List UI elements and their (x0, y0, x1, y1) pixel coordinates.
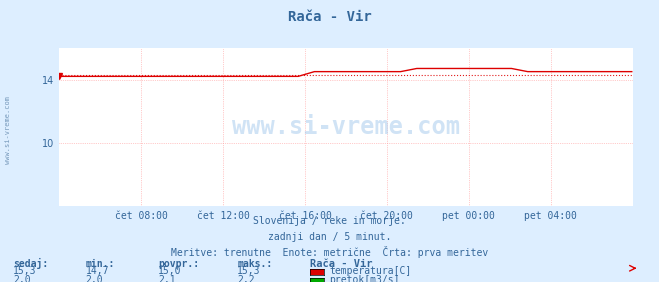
Text: 2,2: 2,2 (237, 275, 255, 282)
Text: pretok[m3/s]: pretok[m3/s] (330, 275, 400, 282)
Text: Rača - Vir: Rača - Vir (310, 259, 372, 269)
Text: sedaj:: sedaj: (13, 258, 48, 269)
Text: 15,0: 15,0 (158, 266, 182, 276)
Text: Meritve: trenutne  Enote: metrične  Črta: prva meritev: Meritve: trenutne Enote: metrične Črta: … (171, 246, 488, 258)
Text: 2,0: 2,0 (13, 275, 31, 282)
Text: povpr.:: povpr.: (158, 259, 199, 269)
Text: 15,3: 15,3 (13, 266, 37, 276)
Text: 15,3: 15,3 (237, 266, 261, 276)
Text: www.si-vreme.com: www.si-vreme.com (5, 96, 11, 164)
Text: Rača - Vir: Rača - Vir (287, 10, 372, 24)
Text: 2,0: 2,0 (86, 275, 103, 282)
Text: www.si-vreme.com: www.si-vreme.com (232, 115, 460, 139)
Text: zadnji dan / 5 minut.: zadnji dan / 5 minut. (268, 232, 391, 242)
Text: maks.:: maks.: (237, 259, 272, 269)
Text: temperatura[C]: temperatura[C] (330, 266, 412, 276)
Text: min.:: min.: (86, 259, 115, 269)
Text: Slovenija / reke in morje.: Slovenija / reke in morje. (253, 216, 406, 226)
Text: 2,1: 2,1 (158, 275, 176, 282)
Text: 14,7: 14,7 (86, 266, 109, 276)
